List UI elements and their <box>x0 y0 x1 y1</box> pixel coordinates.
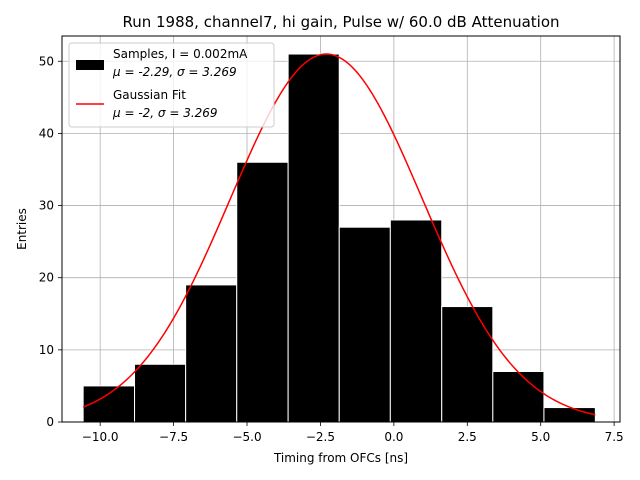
legend-samples-swatch <box>76 60 104 70</box>
x-tick-label: 5.0 <box>531 430 550 444</box>
x-tick-label: −5.0 <box>232 430 261 444</box>
histogram-bar <box>389 219 443 423</box>
y-axis-ticks: 0 10 20 30 40 50 <box>39 54 62 429</box>
legend-fit-label: Gaussian Fit <box>113 88 186 102</box>
y-tick-label: 50 <box>39 54 54 68</box>
x-tick-label: 7.5 <box>605 430 624 444</box>
histogram-bar <box>338 226 391 423</box>
histogram-bar <box>134 363 187 423</box>
y-tick-label: 20 <box>39 271 54 285</box>
legend: Samples, I = 0.002mA μ = -2.29, σ = 3.26… <box>68 42 275 128</box>
chart-title: Run 1988, channel7, hi gain, Pulse w/ 60… <box>122 13 559 31</box>
histogram-bar <box>236 161 289 423</box>
legend-samples-label: Samples, I = 0.002mA <box>113 47 248 61</box>
gaussian-fit <box>82 53 596 416</box>
y-tick-label: 40 <box>39 126 54 140</box>
y-axis-label: Entries <box>15 208 29 250</box>
x-tick-label: −2.5 <box>306 430 335 444</box>
histogram-bar <box>287 53 340 423</box>
legend-samples-stats: μ = -2.29, σ = 3.269 <box>112 65 237 79</box>
histogram-bar <box>543 407 596 423</box>
histogram-bar <box>441 306 494 423</box>
fit-curve <box>82 53 596 416</box>
x-axis-label: Timing from OFCs [ns] <box>273 451 408 465</box>
y-tick-label: 30 <box>39 199 54 213</box>
x-tick-label: −10.0 <box>82 430 119 444</box>
x-tick-label: −7.5 <box>159 430 188 444</box>
x-tick-label: 2.5 <box>458 430 477 444</box>
legend-box <box>68 42 275 128</box>
legend-fit-stats: μ = -2, σ = 3.269 <box>112 106 218 120</box>
plot-frame <box>61 35 621 423</box>
histogram-bars <box>82 53 596 423</box>
histogram-bar <box>185 284 238 423</box>
x-tick-label: 0.0 <box>384 430 403 444</box>
histogram-bar <box>492 370 545 423</box>
y-tick-label: 0 <box>46 415 54 429</box>
x-axis-ticks: −10.0 −7.5 −5.0 −2.5 0.0 2.5 5.0 7.5 <box>82 422 624 444</box>
y-tick-label: 10 <box>39 343 54 357</box>
